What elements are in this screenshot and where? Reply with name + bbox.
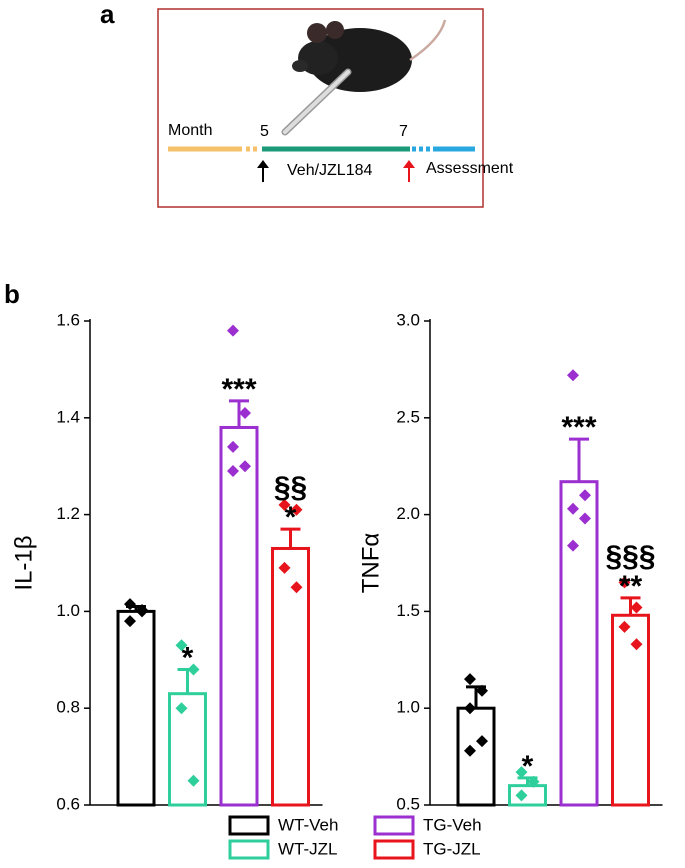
significance-label: * <box>522 750 534 783</box>
data-point <box>124 615 136 628</box>
data-point <box>290 503 303 516</box>
timeline-unit: Month <box>168 122 212 139</box>
data-point <box>136 605 148 618</box>
data-point <box>187 663 200 676</box>
significance-label: §§ <box>274 471 307 504</box>
data-point <box>515 789 528 802</box>
data-point <box>124 598 136 611</box>
data-point <box>175 639 188 652</box>
error-bar <box>569 437 589 482</box>
data-point <box>579 512 591 525</box>
timeline-end: 7 <box>399 123 408 140</box>
data-point <box>630 638 643 651</box>
significance-label: *** <box>561 411 596 444</box>
data-point <box>464 673 476 686</box>
assessment-label: Assessment <box>426 160 514 177</box>
bar <box>611 613 650 807</box>
data-point <box>567 502 579 515</box>
timeline <box>168 146 475 182</box>
y-tick-label: 0.6 <box>56 794 80 813</box>
bar <box>116 609 156 807</box>
legend-swatch <box>228 839 270 860</box>
data-point <box>227 465 239 478</box>
legend-label: TG-Veh <box>423 815 482 834</box>
significance-label: §§§ <box>605 540 655 573</box>
data-point <box>239 460 251 473</box>
bar <box>219 425 259 807</box>
y-tick-label: 1.0 <box>396 698 420 717</box>
error-bar <box>229 399 249 428</box>
y-tick-label: 2.5 <box>396 407 420 426</box>
error-bar <box>280 527 301 549</box>
data-point <box>187 774 200 787</box>
legend-swatch <box>373 815 415 836</box>
data-point <box>476 735 488 748</box>
panel-label: b <box>4 279 20 309</box>
panel-frame <box>157 8 484 208</box>
y-tick-label: 0.8 <box>56 698 80 717</box>
data-point <box>464 744 476 757</box>
data-point <box>567 539 579 552</box>
y-tick-label: 1.5 <box>396 601 420 620</box>
y-tick-label: 1.6 <box>56 310 80 329</box>
data-point <box>515 766 528 779</box>
data-point <box>476 684 488 697</box>
y-axis-label: TNFα <box>357 533 384 594</box>
treatment-label: Veh/JZL184 <box>287 162 373 179</box>
legend-label: WT-JZL <box>278 839 338 858</box>
y-tick-label: 2.0 <box>396 504 420 523</box>
y-tick-label: 0.5 <box>396 794 420 813</box>
panel-label: a <box>100 0 115 29</box>
legend-label: WT-Veh <box>278 815 338 834</box>
data-point <box>175 702 188 715</box>
data-point <box>630 601 643 614</box>
data-point <box>567 369 579 382</box>
legend-swatch <box>373 839 415 860</box>
bar <box>271 546 310 807</box>
data-point <box>464 702 476 715</box>
y-tick-label: 1.0 <box>56 601 80 620</box>
timeline-start: 5 <box>260 123 269 140</box>
data-point <box>527 775 540 788</box>
data-point <box>290 581 303 594</box>
data-point <box>618 576 631 589</box>
bar <box>559 480 599 807</box>
data-point <box>278 561 291 574</box>
bar <box>456 706 496 807</box>
y-tick-label: 3.0 <box>396 310 420 329</box>
significance-label: ** <box>619 570 643 603</box>
mouse-illustration <box>281 19 447 136</box>
data-point <box>278 498 291 511</box>
y-tick-label: 1.2 <box>56 504 80 523</box>
legend-swatch <box>228 815 270 836</box>
significance-label: * <box>182 641 194 674</box>
legend-label: TG-JZL <box>423 839 481 858</box>
data-point <box>227 440 239 453</box>
y-axis-label: IL-1β <box>10 535 37 590</box>
data-point <box>239 406 251 419</box>
error-bar <box>620 596 641 616</box>
bar <box>168 692 207 807</box>
significance-label: *** <box>221 373 256 406</box>
y-tick-label: 1.4 <box>56 407 80 426</box>
data-point <box>618 620 631 633</box>
data-point <box>227 324 239 337</box>
data-point <box>579 489 591 502</box>
significance-label: * <box>285 501 297 534</box>
